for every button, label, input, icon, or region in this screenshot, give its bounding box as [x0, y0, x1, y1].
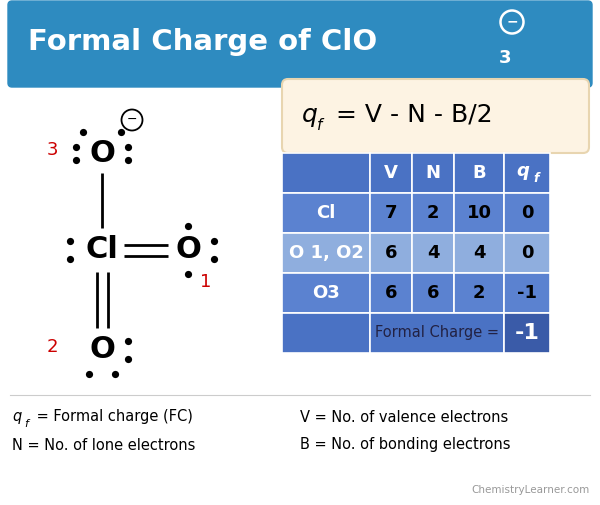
Text: 2: 2	[473, 284, 485, 302]
Bar	[504, 313, 550, 353]
Bar	[504, 193, 550, 233]
Text: f: f	[533, 173, 539, 185]
Bar	[370, 153, 412, 193]
Bar	[282, 153, 370, 193]
Text: O: O	[175, 235, 201, 265]
Bar	[454, 193, 504, 233]
FancyBboxPatch shape	[8, 1, 592, 87]
Bar	[454, 233, 504, 273]
Text: 6: 6	[385, 244, 397, 262]
Text: N = No. of lone electrons: N = No. of lone electrons	[12, 437, 196, 452]
Text: = Formal charge (FC): = Formal charge (FC)	[32, 410, 193, 425]
Bar	[504, 153, 550, 193]
Circle shape	[121, 110, 143, 130]
Text: Cl: Cl	[316, 204, 335, 222]
Bar	[370, 313, 504, 353]
Text: Formal Charge =: Formal Charge =	[375, 326, 499, 340]
Text: V: V	[384, 164, 398, 182]
Text: 3: 3	[499, 49, 511, 67]
Text: V = No. of valence electrons: V = No. of valence electrons	[300, 410, 508, 425]
Text: = V - N - B/2: = V - N - B/2	[328, 103, 493, 127]
Text: f: f	[317, 118, 322, 132]
Text: q: q	[517, 162, 529, 180]
FancyBboxPatch shape	[282, 79, 589, 153]
Bar	[282, 233, 370, 273]
Bar	[412, 273, 454, 313]
Text: 3: 3	[46, 141, 58, 159]
Text: 0: 0	[521, 244, 533, 262]
Text: −: −	[127, 113, 137, 126]
Bar	[454, 153, 504, 193]
Bar	[504, 233, 550, 273]
Circle shape	[500, 11, 523, 33]
Text: B = No. of bonding electrons: B = No. of bonding electrons	[300, 437, 511, 452]
Text: Cl: Cl	[86, 235, 118, 265]
Text: O: O	[89, 335, 115, 365]
Text: -1: -1	[517, 284, 537, 302]
Bar	[282, 313, 370, 353]
Text: f: f	[24, 419, 28, 429]
Text: O 1, O2: O 1, O2	[289, 244, 364, 262]
Text: q: q	[12, 410, 21, 425]
Bar	[370, 273, 412, 313]
Text: q: q	[302, 103, 318, 127]
Bar	[282, 273, 370, 313]
Text: O3: O3	[312, 284, 340, 302]
Text: Formal Charge of ClO: Formal Charge of ClO	[28, 28, 377, 56]
Text: N: N	[425, 164, 440, 182]
Text: 0: 0	[521, 204, 533, 222]
Text: 6: 6	[427, 284, 439, 302]
Bar	[370, 233, 412, 273]
Text: 1: 1	[200, 273, 212, 291]
Bar	[412, 153, 454, 193]
Text: 4: 4	[427, 244, 439, 262]
Text: ChemistryLearner.com: ChemistryLearner.com	[472, 485, 590, 495]
Bar	[504, 273, 550, 313]
Bar	[412, 233, 454, 273]
Text: B: B	[472, 164, 486, 182]
Bar	[370, 193, 412, 233]
Text: 2: 2	[427, 204, 439, 222]
Text: 7: 7	[385, 204, 397, 222]
Bar	[454, 273, 504, 313]
Text: -1: -1	[515, 323, 539, 343]
Text: 6: 6	[385, 284, 397, 302]
Text: 2: 2	[46, 338, 58, 356]
Text: 10: 10	[467, 204, 491, 222]
Text: 4: 4	[473, 244, 485, 262]
Text: O: O	[89, 138, 115, 168]
Text: −: −	[506, 14, 518, 28]
Bar	[282, 193, 370, 233]
Bar	[412, 193, 454, 233]
